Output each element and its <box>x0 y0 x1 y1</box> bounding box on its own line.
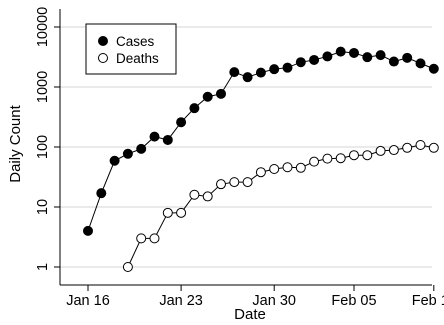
data-point-cases <box>309 54 320 65</box>
data-point-deaths <box>202 191 213 202</box>
data-point-cases <box>189 103 200 114</box>
data-point-deaths <box>189 189 200 200</box>
series-line-cases <box>87 51 434 232</box>
data-point-cases <box>162 134 173 145</box>
data-point-cases <box>83 225 93 236</box>
series-line-deaths <box>127 144 434 268</box>
data-point-deaths <box>362 150 373 161</box>
data-point-cases <box>109 155 120 166</box>
data-point-deaths <box>149 233 160 244</box>
data-point-deaths <box>322 153 333 164</box>
data-point-cases <box>375 50 386 61</box>
data-point-cases <box>415 58 426 69</box>
data-point-deaths <box>162 207 173 218</box>
y-tick-label: 1 <box>35 263 51 271</box>
data-point-cases <box>96 188 107 199</box>
data-point-cases <box>322 51 333 62</box>
data-point-cases <box>242 72 253 83</box>
data-point-deaths <box>402 142 413 153</box>
data-point-deaths <box>349 150 359 161</box>
data-point-cases <box>362 52 373 63</box>
y-tick-label: 1000 <box>35 71 51 103</box>
x-tick-label: Jan 16 <box>66 293 110 309</box>
data-point-cases <box>136 143 147 154</box>
data-point-cases <box>335 46 346 57</box>
data-series <box>83 46 439 272</box>
data-point-deaths <box>428 142 439 153</box>
y-tick-label: 10 <box>35 199 51 215</box>
data-point-deaths <box>415 139 426 150</box>
data-point-deaths <box>122 262 133 272</box>
y-axis-label: Daily Count <box>7 104 24 182</box>
data-point-cases <box>176 117 187 128</box>
data-point-deaths <box>255 167 266 178</box>
x-tick-label: Jan 30 <box>252 293 296 309</box>
data-point-cases <box>295 57 306 68</box>
y-tick-label: 100 <box>35 135 51 159</box>
y-tick-label: 10000 <box>35 7 51 47</box>
data-point-deaths <box>176 207 187 218</box>
x-tick-label: Jan 23 <box>159 293 203 309</box>
x-axis-label: Date <box>234 306 266 323</box>
data-point-deaths <box>388 145 399 156</box>
data-point-cases <box>402 52 413 63</box>
data-point-deaths <box>309 156 320 167</box>
data-point-deaths <box>242 177 253 188</box>
data-point-cases <box>122 148 133 159</box>
data-point-deaths <box>269 163 280 174</box>
data-point-deaths <box>295 162 306 173</box>
data-point-deaths <box>136 233 147 244</box>
x-tick-label: Feb 11 <box>412 293 444 309</box>
data-point-deaths <box>229 177 240 188</box>
legend-deaths-marker <box>98 53 108 63</box>
data-point-deaths <box>375 145 386 156</box>
data-point-cases <box>255 67 266 78</box>
legend-deaths-label: Deaths <box>116 51 159 66</box>
legend-cases-marker <box>98 36 108 46</box>
data-point-cases <box>349 47 359 58</box>
data-point-cases <box>428 63 439 74</box>
data-point-cases <box>282 62 293 73</box>
data-point-deaths <box>282 162 293 173</box>
legend-box <box>85 23 177 75</box>
data-point-cases <box>149 131 160 142</box>
axes: 1 10 100 1000 10000 Jan 16 Jan 23 Jan 30 Feb 05 F… <box>35 7 444 309</box>
legend-cases-label: Cases <box>116 34 155 49</box>
data-point-cases <box>388 56 399 67</box>
x-tick-label: Feb 05 <box>331 293 376 309</box>
data-point-cases <box>202 91 213 102</box>
data-point-deaths <box>335 153 346 164</box>
data-point-cases <box>216 88 226 99</box>
legend: Cases Deaths <box>85 23 177 75</box>
data-point-cases <box>229 67 240 78</box>
data-point-cases <box>269 64 280 75</box>
data-point-deaths <box>216 179 226 190</box>
